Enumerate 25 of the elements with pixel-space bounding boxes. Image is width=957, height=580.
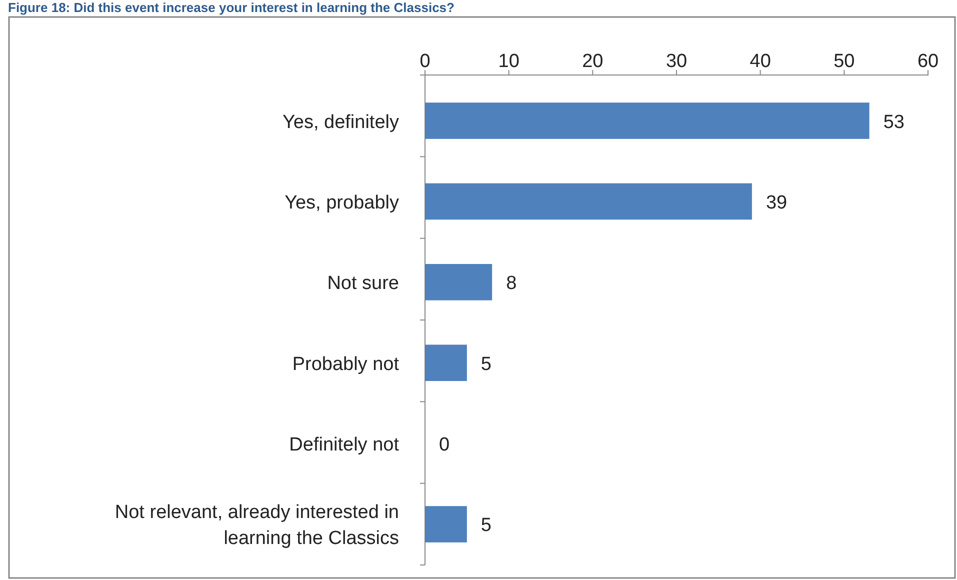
data-label: 0	[439, 434, 450, 456]
x-tick-label: 50	[834, 51, 855, 72]
data-label: 8	[506, 273, 517, 294]
bar	[425, 183, 752, 220]
x-tick-label: 10	[498, 51, 520, 72]
y-tick-label: Probably not	[292, 354, 400, 375]
data-label: 5	[480, 515, 492, 536]
bar	[425, 264, 492, 300]
x-tick-label: 60	[917, 51, 939, 72]
y-tick-label: Yes, definitely	[282, 112, 400, 133]
x-tick-label: 0	[420, 51, 430, 72]
data-label: 39	[766, 192, 788, 214]
y-tick-label: Not relevant, already interested in learning the Classics	[114, 502, 399, 550]
y-tick-label: Definitely not	[289, 434, 400, 456]
bar	[425, 102, 870, 139]
bar	[425, 506, 467, 542]
x-tick-label: 40	[750, 51, 771, 72]
data-label: 5	[480, 354, 492, 375]
x-tick-label: 30	[666, 51, 688, 72]
x-tick-label: 20	[582, 51, 604, 72]
bar	[425, 344, 467, 382]
y-tick-label: Yes, probably	[284, 192, 400, 214]
y-tick-label: Not sure	[327, 273, 399, 294]
data-label: 53	[883, 112, 904, 133]
text: Figure 18: Did this event increase your interest in learning the Classics?	[8, 0, 455, 15]
